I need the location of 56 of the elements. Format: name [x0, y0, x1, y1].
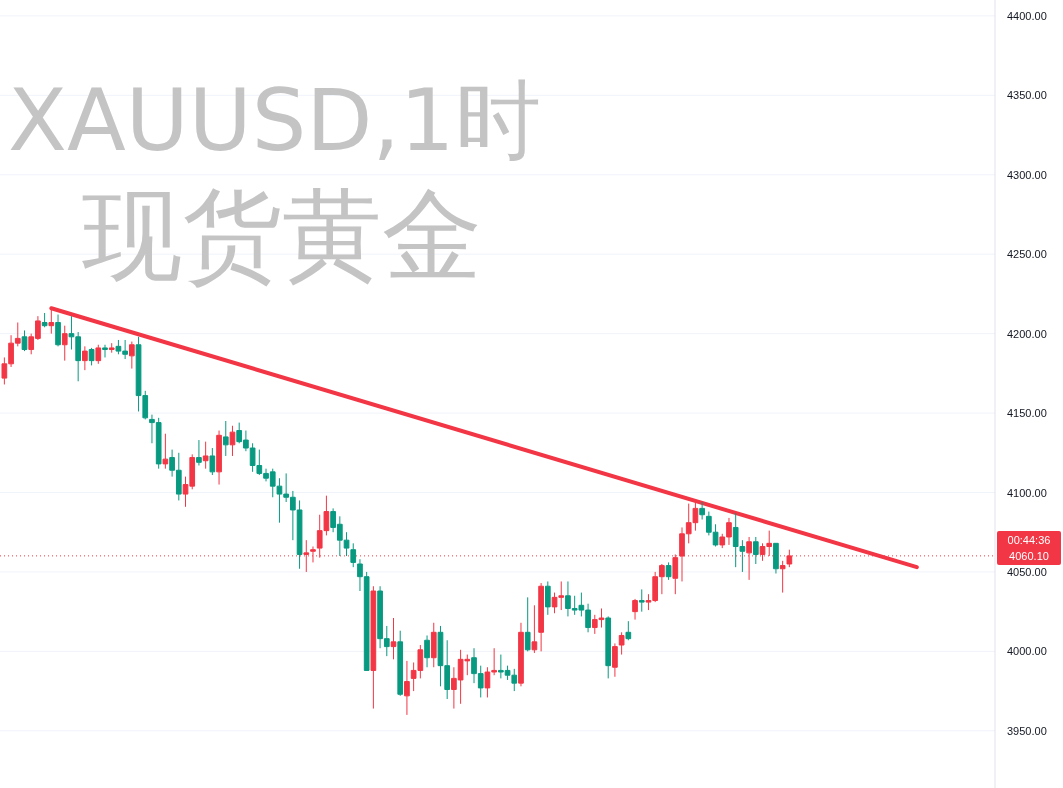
candlestick: [612, 642, 618, 678]
candlestick: [632, 598, 638, 621]
candlestick: [524, 596, 531, 652]
candlestick: [773, 542, 779, 575]
candlestick: [222, 420, 229, 457]
candlestick: [310, 546, 316, 563]
ref-line-label: 4060.10: [1009, 549, 1049, 562]
candlestick: [430, 622, 437, 668]
candlestick: [538, 582, 544, 652]
candlestick: [605, 615, 612, 679]
y-tick-label: 4100.00: [1007, 486, 1047, 499]
text: 00:44:36: [1007, 533, 1051, 546]
candlestick: [209, 447, 216, 476]
candlestick: [752, 536, 759, 565]
candlestick: [699, 501, 705, 521]
candlestick: [162, 433, 169, 470]
candlestick: [82, 345, 88, 371]
y-tick-label: 4400.00: [1007, 9, 1047, 22]
y-tick-label: 4350.00: [1007, 89, 1047, 102]
candlestick: [665, 561, 672, 581]
candlestick: [196, 439, 202, 466]
candlestick: [531, 604, 538, 654]
text: XAUUSD,1时: [8, 70, 541, 170]
candlestick: [370, 585, 377, 710]
candlestick: [95, 344, 102, 365]
candlestick: [88, 347, 95, 366]
candlestick: [61, 325, 68, 362]
candlestick: [350, 542, 357, 568]
candlestick: [202, 441, 209, 470]
candlestick: [102, 344, 108, 358]
candlestick: [746, 536, 752, 581]
y-tick-label: 4000.00: [1007, 645, 1047, 658]
candlestick: [128, 341, 135, 370]
y-tick-label: 4150.00: [1007, 407, 1047, 420]
candlestick: [55, 314, 61, 347]
candlestick: [108, 342, 115, 354]
candlestick: [518, 622, 524, 687]
candlestick: [397, 630, 404, 697]
candlestick: [779, 560, 786, 594]
y-tick-label: 3950.00: [1007, 724, 1047, 737]
y-tick-label: 4250.00: [1007, 248, 1047, 261]
candlestick: [625, 620, 632, 641]
y-tick-label: 4200.00: [1007, 327, 1047, 340]
y-tick-label: 4300.00: [1007, 168, 1047, 181]
text: 现货黄金: [82, 177, 482, 294]
candlestick: [229, 425, 236, 457]
candlestick: [544, 580, 551, 616]
candlestick: [41, 312, 48, 328]
candlestick: [638, 588, 645, 613]
candlestick: [390, 617, 397, 660]
candlestick: [216, 430, 222, 486]
candlestick: [21, 329, 28, 352]
candlestick: [404, 660, 410, 716]
y-tick-label: 4050.00: [1007, 565, 1047, 578]
candlestick: [424, 634, 430, 668]
candlestick: [618, 631, 625, 656]
